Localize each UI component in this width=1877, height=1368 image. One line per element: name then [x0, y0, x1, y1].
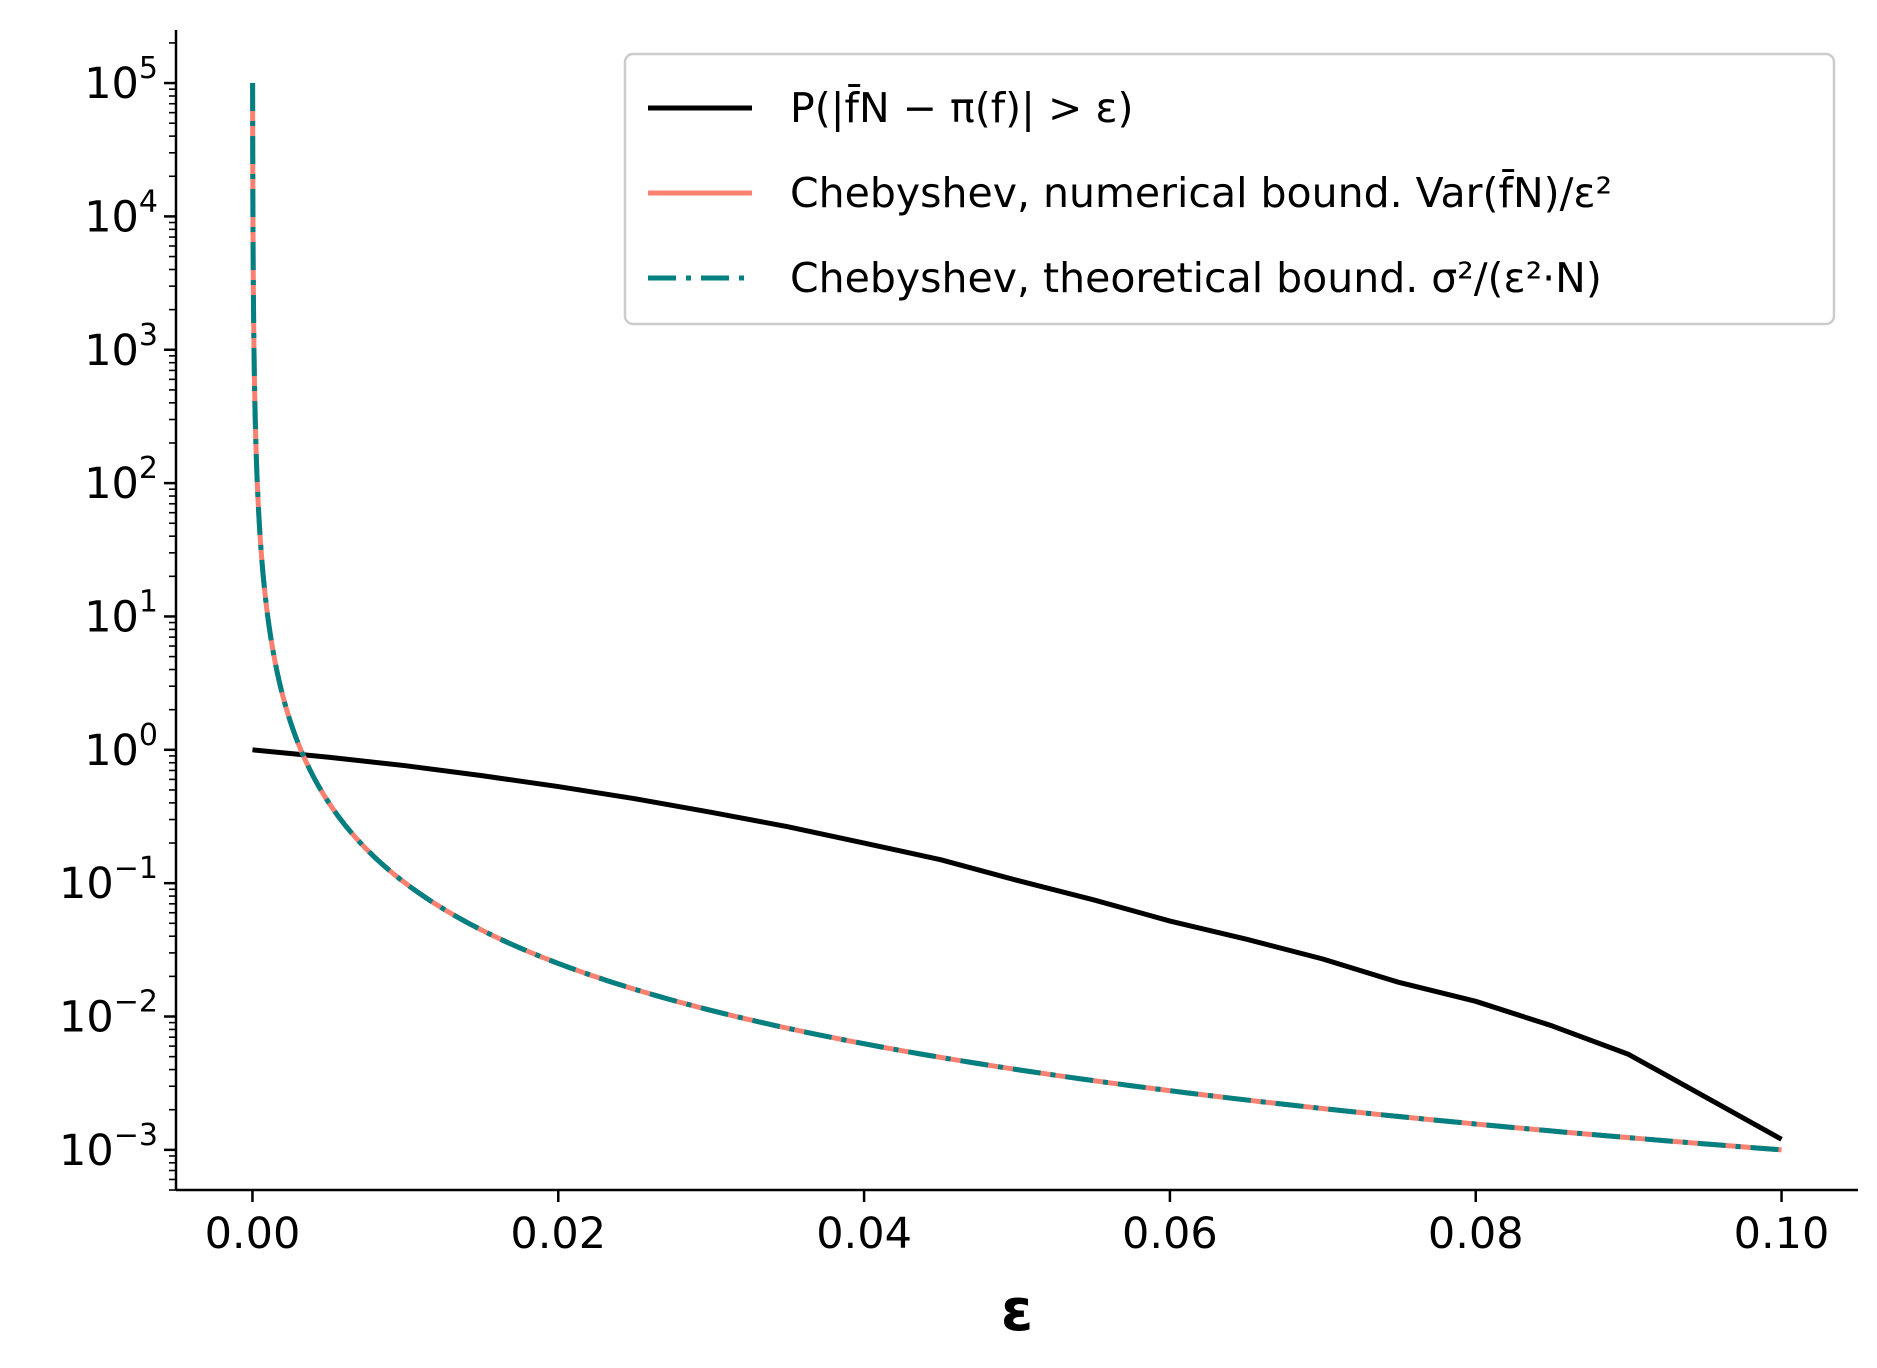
y-tick-exponent: −2 [114, 985, 158, 1020]
y-tick-base: 10 [59, 859, 114, 909]
legend-label-2: Chebyshev, theoretical bound. σ²/(ε²·N) [790, 254, 1602, 302]
y-tick-base: 10 [84, 592, 139, 642]
y-tick-exponent: −3 [114, 1118, 158, 1153]
y-tick-label: 104 [84, 184, 158, 242]
y-tick-label: 10−3 [59, 1118, 158, 1176]
legend-frame [623, 52, 1836, 326]
y-tick-label: 105 [84, 51, 158, 109]
legend-label-1: Chebyshev, numerical bound. Var(f̄N)/ε² [790, 169, 1612, 217]
y-tick-label: 101 [84, 584, 158, 642]
y-tick-exponent: 4 [139, 184, 158, 219]
x-tick-label: 0.08 [1428, 1209, 1524, 1259]
y-tick-label: 102 [84, 451, 158, 509]
y-tick-exponent: 5 [139, 51, 158, 86]
y-tick-label: 10−1 [59, 851, 158, 909]
x-tick-label: 0.10 [1734, 1209, 1830, 1259]
y-tick-label: 10−2 [59, 985, 158, 1043]
y-tick-base: 10 [84, 59, 139, 109]
axes [174, 30, 1858, 1192]
y-tick-base: 10 [59, 993, 114, 1043]
series-layer [250, 82, 1783, 1153]
y-tick-base: 10 [59, 1126, 114, 1176]
y-tick-base: 10 [84, 726, 139, 776]
y-tick-base: 10 [84, 459, 139, 509]
x-tick-label: 0.04 [816, 1209, 912, 1259]
x-tick-label: 0.06 [1122, 1209, 1218, 1259]
y-tick-label: 100 [84, 718, 158, 776]
y-tick-base: 10 [84, 326, 139, 376]
y-tick-label: 103 [84, 318, 158, 376]
y-tick-exponent: 3 [139, 318, 158, 353]
y-tick-exponent: −1 [114, 851, 158, 886]
y-tick-base: 10 [84, 192, 139, 242]
x-tick-label: 0.02 [510, 1209, 606, 1259]
x-tick-label: 0.00 [205, 1209, 301, 1259]
x-axis-label: ε [1001, 1276, 1033, 1344]
x-ticks: 0.00 0.02 0.04 0.06 0.08 0.10 [205, 1190, 1830, 1259]
legend: P(|f̄N − π(f)| > ε) Chebyshev, numerical … [623, 52, 1836, 326]
y-tick-exponent: 1 [139, 584, 158, 619]
y-tick-exponent: 2 [139, 451, 158, 486]
y-tick-exponent: 0 [139, 718, 158, 753]
series-line-2 [250, 82, 1782, 1153]
legend-label-0: P(|f̄N − π(f)| > ε) [790, 84, 1134, 132]
series-line-0 [252, 747, 1783, 1142]
